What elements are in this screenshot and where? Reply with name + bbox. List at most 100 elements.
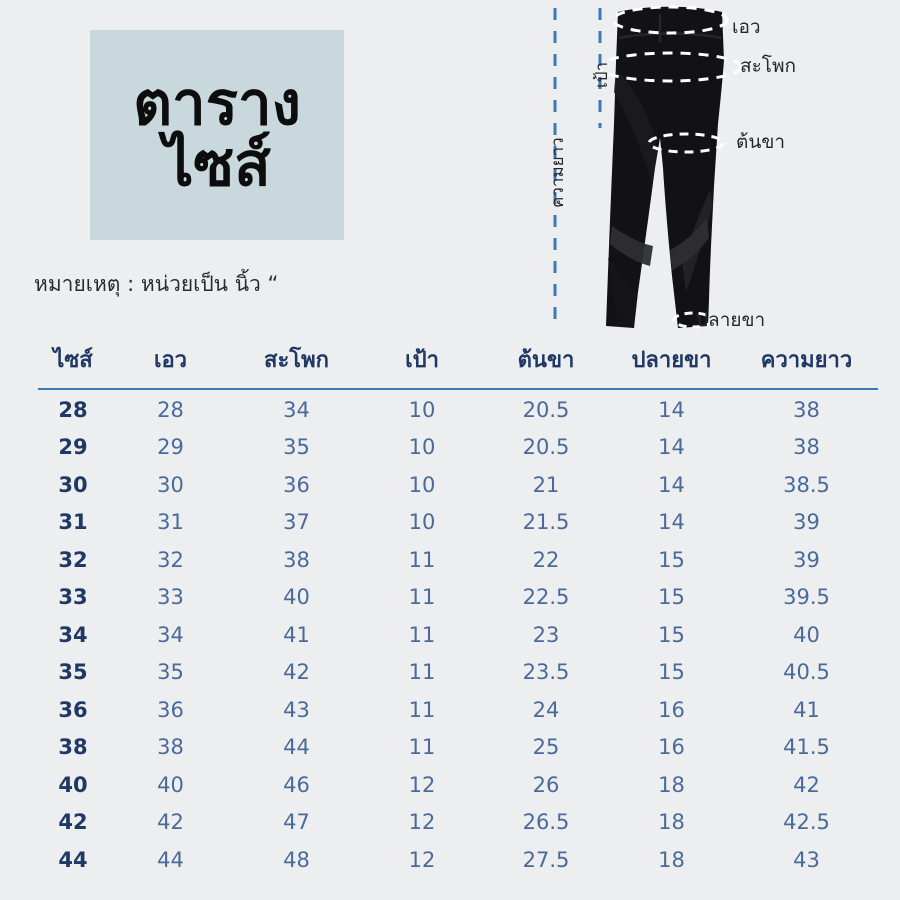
cell-measurement: 44: [283, 735, 310, 760]
table-row: 40 40 46 12 26 18 42: [38, 766, 878, 804]
hip-measure-ellipse: [597, 51, 743, 83]
cell-measurement: 20.5: [522, 435, 570, 460]
cell-measurement: 44: [157, 847, 184, 872]
cell-measurement: 22: [532, 547, 560, 572]
cell-measurement: 43: [283, 697, 310, 722]
cell-measurement: 39.5: [783, 585, 830, 610]
cell-measurement: 16: [658, 735, 685, 760]
diagram-label-length: ความยาว: [548, 137, 568, 208]
cell-measurement: 10: [408, 472, 436, 497]
cell-measurement: 33: [157, 585, 184, 610]
table-row: 32 32 38 11 22 15 39: [38, 541, 878, 579]
cell-size: 36: [58, 697, 88, 722]
table-row: 31 31 37 10 21.5 14 39: [38, 504, 878, 542]
cell-measurement: 29: [157, 435, 184, 460]
cell-measurement: 47: [283, 810, 310, 835]
size-table: ไซส์ เอว สะโพก เป้า ต้นขา ปลายขา ความยาว…: [0, 336, 900, 879]
column-header-leg-opening: ปลายขา: [631, 348, 712, 373]
cell-size: 34: [58, 622, 88, 647]
cell-measurement: 15: [658, 547, 685, 572]
cell-measurement: 32: [157, 547, 184, 572]
table-row: 35 35 42 11 23.5 15 40.5: [38, 654, 878, 692]
cell-measurement: 39: [793, 547, 820, 572]
cell-size: 30: [58, 472, 88, 497]
cell-measurement: 24: [532, 697, 560, 722]
cell-size: 29: [58, 435, 88, 460]
pants-shape: [606, 6, 724, 329]
cell-measurement: 12: [408, 847, 436, 872]
cell-measurement: 11: [408, 585, 436, 610]
cell-size: 28: [58, 397, 88, 422]
cell-measurement: 11: [408, 547, 436, 572]
cell-measurement: 40: [793, 622, 820, 647]
table-header-row: ไซส์ เอว สะโพก เป้า ต้นขา ปลายขา ความยาว: [38, 336, 878, 391]
column-header-crotch: เป้า: [405, 348, 439, 373]
pants-illustration-svg: [553, 5, 743, 329]
cell-measurement: 35: [283, 435, 310, 460]
cell-measurement: 42.5: [783, 810, 830, 835]
cell-measurement: 12: [408, 772, 436, 797]
cell-measurement: 15: [658, 660, 685, 685]
cell-measurement: 34: [283, 397, 310, 422]
unit-note: หมายเหตุ : หน่วยเป็น นิ้ว “: [34, 272, 279, 296]
title-line-primary: ตาราง: [133, 69, 301, 140]
table-row: 29 29 35 10 20.5 14 38: [38, 429, 878, 467]
column-header-length: ความยาว: [760, 348, 853, 373]
product-diagram: เอว สะโพก ต้นขา ปลายขา เป้า ความยาว: [500, 0, 900, 340]
size-table-element: ไซส์ เอว สะโพก เป้า ต้นขา ปลายขา ความยาว…: [38, 336, 878, 879]
cell-measurement: 38.5: [783, 472, 830, 497]
thigh-measure-ellipse: [647, 132, 725, 154]
title-line-secondary: ไซส์: [163, 130, 271, 200]
cell-measurement: 48: [283, 847, 310, 872]
cell-measurement: 43: [793, 847, 820, 872]
cell-measurement: 39: [793, 510, 820, 535]
cell-measurement: 31: [157, 510, 184, 535]
cell-size: 44: [58, 847, 88, 872]
cell-measurement: 16: [658, 697, 685, 722]
table-row: 28 28 34 10 20.5 14 38: [38, 391, 878, 429]
cell-measurement: 38: [793, 435, 820, 460]
header-divider: [38, 388, 878, 390]
cell-measurement: 22.5: [522, 585, 570, 610]
table-row: 44 44 48 12 27.5 18 43: [38, 841, 878, 879]
cell-measurement: 38: [157, 735, 184, 760]
cell-measurement: 42: [157, 810, 184, 835]
cell-measurement: 20.5: [522, 397, 570, 422]
diagram-label-hip: สะโพก: [740, 55, 797, 77]
title-box: ตาราง ไซส์: [90, 30, 344, 240]
cell-measurement: 27.5: [522, 847, 570, 872]
cell-measurement: 12: [408, 810, 436, 835]
cell-size: 31: [58, 510, 88, 535]
table-row: 36 36 43 11 24 16 41: [38, 691, 878, 729]
cell-measurement: 38: [283, 547, 310, 572]
cell-measurement: 26.5: [522, 810, 570, 835]
diagram-label-waist: เอว: [732, 16, 761, 38]
table-row: 30 30 36 10 21 14 38.5: [38, 466, 878, 504]
cell-measurement: 21.5: [522, 510, 570, 535]
cell-measurement: 42: [283, 660, 310, 685]
cell-measurement: 36: [283, 472, 310, 497]
diagram-label-crotch: เป้า: [592, 61, 612, 88]
cell-measurement: 14: [658, 510, 685, 535]
cell-measurement: 11: [408, 697, 436, 722]
table-row: 33 33 40 11 22.5 15 39.5: [38, 579, 878, 617]
cell-measurement: 18: [658, 810, 685, 835]
cell-measurement: 40.5: [783, 660, 830, 685]
cell-size: 40: [58, 772, 88, 797]
cell-measurement: 40: [283, 585, 310, 610]
cell-measurement: 36: [157, 697, 184, 722]
cell-measurement: 15: [658, 622, 685, 647]
cell-size: 33: [58, 585, 88, 610]
cell-measurement: 30: [157, 472, 184, 497]
cell-measurement: 46: [283, 772, 310, 797]
table-row: 42 42 47 12 26.5 18 42.5: [38, 804, 878, 842]
cell-measurement: 14: [658, 397, 685, 422]
waist-measure-ellipse: [611, 5, 729, 35]
diagram-label-thigh: ต้นขา: [736, 131, 785, 153]
cell-measurement: 40: [157, 772, 184, 797]
cell-measurement: 26: [532, 772, 560, 797]
cell-measurement: 11: [408, 622, 436, 647]
column-header-thigh: ต้นขา: [517, 348, 575, 373]
leg-opening-measure-ellipse: [672, 311, 714, 329]
